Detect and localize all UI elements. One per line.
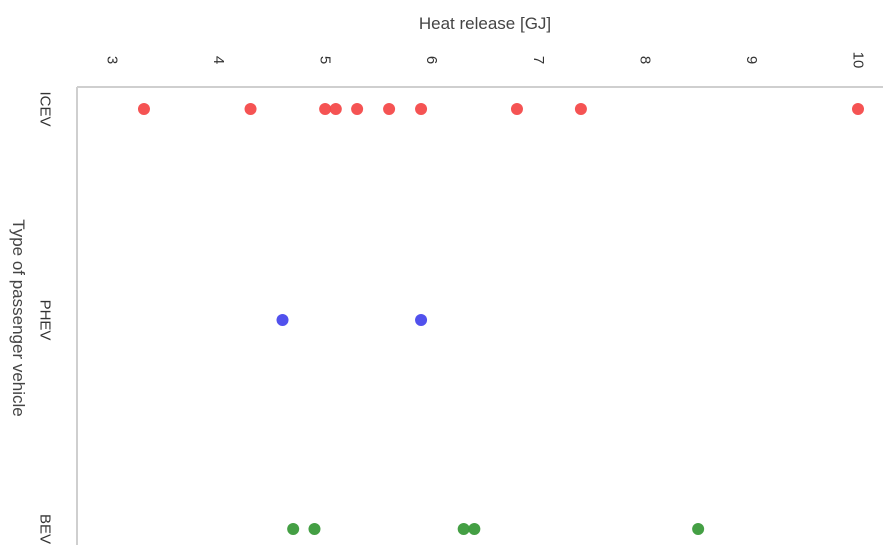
y-category-label-bev: BEV [37,514,54,544]
data-point-bev [692,523,705,535]
y-category-labels: ICEV PHEV BEV [37,91,54,544]
data-point-icev [415,103,428,115]
y-category-label-icev: ICEV [37,91,54,126]
x-tick-label: 9 [743,56,760,64]
y-axis-title: Type of passenger vehicle [9,219,28,417]
data-point-icev [244,103,257,115]
data-point-bev [287,523,300,535]
data-point-bev [308,523,321,535]
x-tick-label: 6 [423,56,440,64]
data-point-icev [329,103,342,115]
data-point-bev [468,523,481,535]
data-point-phev [276,314,289,326]
data-point-bev [457,523,470,535]
data-point-icev [574,103,587,115]
x-tick-label: 8 [636,56,653,64]
data-point-icev [852,103,864,115]
data-points [137,103,864,535]
x-tick-label: 10 [850,52,867,69]
x-tick-label: 4 [210,56,227,64]
data-point-icev [510,103,523,115]
x-tick-labels: 3 4 5 6 7 8 9 10 [104,52,867,69]
data-point-icev [351,103,364,115]
data-point-icev [137,103,150,115]
data-point-phev [415,314,428,326]
x-tick-label: 3 [104,56,121,64]
data-point-icev [319,103,332,115]
data-point-icev [383,103,396,115]
x-axis-title: Heat release [GJ] [419,14,551,33]
y-category-label-phev: PHEV [37,300,54,341]
x-tick-label: 5 [317,56,334,64]
x-tick-label: 7 [530,56,547,64]
axis-layer [76,86,883,545]
